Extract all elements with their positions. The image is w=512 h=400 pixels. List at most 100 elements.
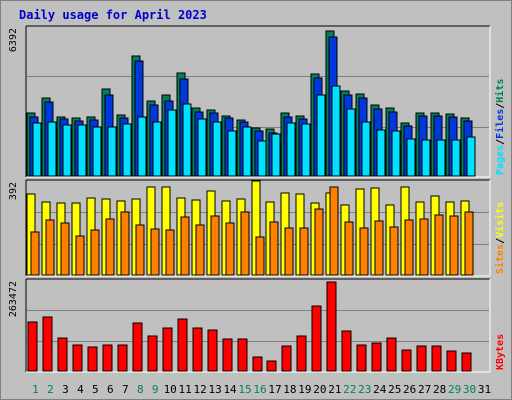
bar-kbytes-day-24 bbox=[371, 342, 382, 372]
x-tick-label-day-16: 16 bbox=[253, 383, 266, 396]
bar-pages-day-27 bbox=[421, 139, 431, 177]
x-tick-label-day-11: 11 bbox=[179, 383, 192, 396]
bar-sites-day-27 bbox=[419, 218, 429, 276]
bar-pages-day-26 bbox=[406, 138, 416, 177]
bar-sites-day-22 bbox=[344, 221, 354, 276]
bar-kbytes-day-3 bbox=[57, 337, 68, 372]
legend-item-files: Files bbox=[494, 109, 506, 139]
bar-sites-day-16 bbox=[255, 236, 265, 276]
bar-kbytes-day-23 bbox=[356, 344, 367, 372]
bar-pages-day-2 bbox=[47, 121, 57, 177]
bar-pages-day-23 bbox=[361, 121, 371, 177]
bar-pages-day-5 bbox=[92, 126, 102, 177]
bar-pages-day-15 bbox=[242, 126, 252, 177]
bar-kbytes-day-30 bbox=[461, 352, 472, 372]
x-tick-label-day-27: 27 bbox=[418, 383, 431, 396]
bar-sites-day-2 bbox=[45, 219, 55, 276]
bar-pages-day-28 bbox=[436, 139, 446, 177]
bar-kbytes-day-27 bbox=[416, 345, 427, 372]
bar-kbytes-day-18 bbox=[281, 345, 292, 372]
bar-kbytes-day-10 bbox=[162, 327, 173, 372]
bar-kbytes-day-19 bbox=[296, 335, 307, 372]
x-tick-label-day-6: 6 bbox=[107, 383, 114, 396]
bar-pages-day-12 bbox=[197, 118, 207, 177]
bar-pages-day-6 bbox=[107, 126, 117, 177]
x-tick-label-day-5: 5 bbox=[92, 383, 99, 396]
bar-pages-day-29 bbox=[451, 139, 461, 177]
bar-sites-day-8 bbox=[135, 224, 145, 276]
bar-kbytes-day-26 bbox=[401, 349, 412, 372]
bar-kbytes-day-7 bbox=[117, 344, 128, 372]
bar-sites-day-11 bbox=[180, 216, 190, 276]
x-tick-label-day-19: 19 bbox=[298, 383, 311, 396]
bar-pages-day-20 bbox=[316, 94, 326, 177]
chart-title: Daily usage for April 2023 bbox=[19, 8, 207, 22]
bar-pages-day-22 bbox=[346, 108, 356, 177]
bar-kbytes-day-5 bbox=[87, 346, 98, 372]
bar-kbytes-day-8 bbox=[132, 322, 143, 372]
bar-pages-day-7 bbox=[122, 123, 132, 177]
x-tick-label-day-12: 12 bbox=[194, 383, 207, 396]
bar-sites-day-21 bbox=[329, 186, 339, 276]
bar-kbytes-day-9 bbox=[147, 335, 158, 372]
x-tick-label-day-4: 4 bbox=[77, 383, 84, 396]
x-tick-label-day-9: 9 bbox=[152, 383, 159, 396]
x-tick-label-day-28: 28 bbox=[433, 383, 446, 396]
x-tick-label-day-7: 7 bbox=[122, 383, 129, 396]
bar-pages-day-16 bbox=[257, 140, 267, 177]
legend: Sites/Visits bbox=[494, 202, 506, 274]
bar-sites-day-20 bbox=[314, 208, 324, 276]
bar-sites-day-6 bbox=[105, 218, 115, 276]
x-tick-label-day-10: 10 bbox=[164, 383, 177, 396]
bar-sites-day-18 bbox=[284, 227, 294, 276]
y-max-label: 392 bbox=[8, 182, 19, 200]
x-tick-label-day-1: 1 bbox=[32, 383, 39, 396]
bar-pages-day-18 bbox=[286, 122, 296, 177]
bar-sites-day-4 bbox=[75, 235, 85, 276]
x-tick-label-day-8: 8 bbox=[137, 383, 144, 396]
bar-kbytes-day-15 bbox=[237, 338, 248, 372]
bar-sites-day-9 bbox=[150, 228, 160, 276]
bar-kbytes-day-12 bbox=[192, 327, 203, 372]
bar-pages-day-17 bbox=[271, 133, 281, 177]
x-tick-label-day-2: 2 bbox=[47, 383, 54, 396]
bar-sites-day-19 bbox=[299, 227, 309, 276]
panel-visits-sites: 392 Sites/Visits bbox=[8, 179, 506, 277]
bar-pages-day-14 bbox=[227, 130, 237, 177]
bar-kbytes-day-2 bbox=[42, 316, 53, 372]
bar-pages-day-4 bbox=[77, 124, 87, 177]
bar-sites-day-15 bbox=[240, 211, 250, 276]
x-tick-label-day-31: 31 bbox=[478, 383, 491, 396]
bar-sites-day-26 bbox=[404, 219, 414, 276]
bar-pages-day-1 bbox=[32, 122, 42, 177]
x-tick-label-day-18: 18 bbox=[283, 383, 296, 396]
bar-pages-day-8 bbox=[137, 116, 147, 177]
bar-pages-day-3 bbox=[62, 124, 72, 177]
x-tick-label-day-3: 3 bbox=[62, 383, 69, 396]
bar-pages-day-25 bbox=[391, 130, 401, 177]
bar-pages-day-30 bbox=[466, 136, 476, 177]
bar-kbytes-day-11 bbox=[177, 318, 188, 372]
bar-kbytes-day-6 bbox=[102, 344, 113, 372]
bar-pages-day-21 bbox=[331, 85, 341, 177]
bar-kbytes-day-20 bbox=[311, 305, 322, 372]
legend-item-hits: Hits bbox=[494, 79, 506, 103]
x-tick-label-day-21: 21 bbox=[328, 383, 341, 396]
bar-sites-day-5 bbox=[90, 229, 100, 276]
bar-kbytes-day-21 bbox=[326, 281, 337, 372]
bar-pages-day-13 bbox=[212, 121, 222, 177]
x-tick-label-day-23: 23 bbox=[358, 383, 371, 396]
legend-item-kbytes: KBytes bbox=[495, 334, 506, 370]
x-tick-label-day-24: 24 bbox=[373, 383, 387, 396]
bar-sites-day-30 bbox=[464, 211, 474, 276]
y-max-label: 6392 bbox=[8, 28, 19, 52]
x-tick-label-day-14: 14 bbox=[223, 383, 237, 396]
x-tick-label-day-22: 22 bbox=[343, 383, 356, 396]
bar-sites-day-29 bbox=[449, 215, 459, 276]
bar-kbytes-day-4 bbox=[72, 344, 83, 372]
x-tick-label-day-20: 20 bbox=[313, 383, 326, 396]
bar-kbytes-day-13 bbox=[207, 329, 218, 372]
bar-sites-day-7 bbox=[120, 211, 130, 276]
